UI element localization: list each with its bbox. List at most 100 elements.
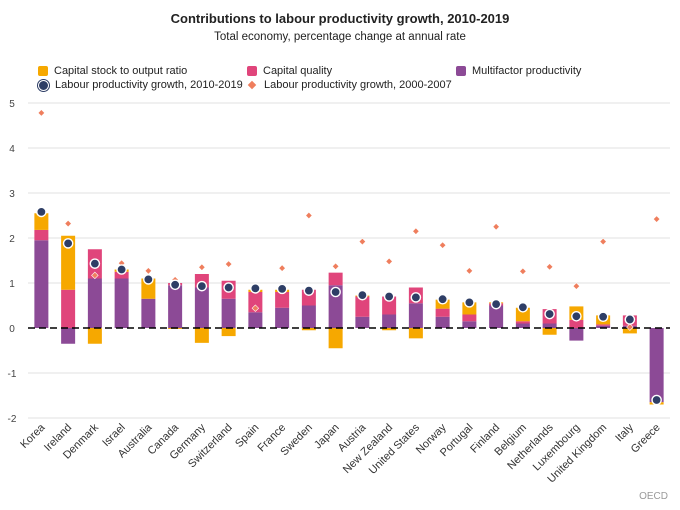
bar-multifactor: [542, 323, 557, 328]
y-tick-label: -2: [8, 414, 17, 425]
bar-capital-quality: [34, 229, 49, 241]
bar-capital-stock: [34, 213, 49, 230]
marker-lp-2010-2019: [410, 292, 422, 303]
marker-lp-2010-2019: [624, 314, 636, 325]
bar-multifactor: [408, 303, 423, 328]
y-tick-label: 3: [9, 189, 15, 200]
y-tick-label: 1: [9, 279, 15, 290]
legend-lp-2010-marker: [38, 79, 49, 91]
bar-capital-quality: [435, 308, 450, 317]
marker-lp-2000-2007: [519, 267, 527, 276]
marker-lp-2010-2019: [116, 264, 127, 275]
marker-lp-2000-2007: [492, 223, 500, 231]
marker-lp-2000-2007: [331, 262, 340, 271]
bar-capital-quality: [569, 319, 584, 328]
marker-lp-2000-2007: [144, 267, 153, 275]
bar-multifactor: [462, 321, 477, 328]
legend-lp-2000: Labour productivity growth, 2000-2007: [247, 79, 452, 91]
marker-lp-2000-2007: [358, 237, 367, 246]
bar-multifactor: [435, 316, 450, 328]
marker-lp-2010-2019: [597, 311, 609, 323]
bar-capital-quality: [61, 289, 76, 328]
bar-capital-stock: [382, 328, 397, 331]
bar-capital-stock: [141, 278, 156, 299]
legend-multifactor-label: Multifactor productivity: [472, 65, 582, 77]
legend-multifactor: Multifactor productivity: [456, 65, 581, 77]
bar-capital-stock: [301, 328, 316, 331]
bar-capital-quality: [328, 272, 343, 286]
marker-lp-2010-2019: [357, 289, 368, 301]
legend-capital-quality-label: Capital quality: [263, 65, 333, 77]
legend-capital-stock: Capital stock to output ratio: [38, 65, 187, 77]
legend-capital-stock-label: Capital stock to output ratio: [54, 65, 188, 77]
bar-multifactor: [34, 240, 49, 328]
marker-lp-2010-2019: [143, 274, 154, 285]
bar-multifactor: [515, 323, 530, 328]
marker-lp-2010-2019: [303, 285, 315, 296]
bar-multifactor: [489, 305, 504, 328]
marker-lp-2010-2019: [36, 206, 47, 218]
bar-capital-stock: [542, 328, 557, 335]
marker-lp-2000-2007: [599, 237, 607, 246]
bar-capital-quality: [382, 296, 397, 315]
marker-lp-2000-2007: [251, 304, 260, 312]
bar-multifactor: [248, 312, 263, 328]
bar-multifactor: [194, 287, 209, 328]
marker-lp-2010-2019: [437, 293, 448, 305]
bar-multifactor: [221, 298, 236, 328]
bar-multifactor: [649, 328, 664, 403]
marker-lp-2010-2019: [169, 279, 181, 291]
marker-lp-2010-2019: [571, 310, 582, 322]
y-tick-label: 0: [9, 324, 15, 335]
bar-multifactor: [301, 305, 316, 328]
bar-multifactor: [275, 307, 290, 328]
chart-title: Contributions to labour productivity gro…: [170, 11, 510, 26]
marker-lp-2000-2007: [412, 227, 420, 235]
bar-multifactor: [168, 285, 183, 328]
legend-lp-2010-label: Labour productivity growth, 2010-2019: [55, 79, 243, 91]
chart-subtitle: Total economy, percentage change at annu…: [214, 31, 466, 43]
bar-multifactor: [382, 314, 397, 328]
bar-capital-stock: [87, 328, 102, 344]
marker-lp-2000-2007: [91, 271, 99, 280]
legend-lp-2000-label: Labour productivity growth, 2000-2007: [264, 79, 452, 91]
marker-lp-2010-2019: [544, 308, 555, 320]
bar-multifactor: [596, 325, 611, 328]
marker-lp-2000-2007: [64, 219, 72, 228]
y-tick-label: -1: [8, 369, 17, 380]
bar-multifactor: [355, 316, 370, 328]
marker-lp-2010-2019: [196, 280, 208, 292]
legend-capital-stock-swatch: [38, 66, 48, 76]
marker-lp-2000-2007: [385, 257, 393, 266]
bar-capital-quality: [114, 271, 129, 279]
legend-lp-2010: Labour productivity growth, 2010-2019: [38, 79, 243, 91]
marker-lp-2010-2019: [383, 291, 395, 302]
bar-multifactor: [569, 328, 584, 341]
marker-lp-2010-2019: [89, 258, 101, 269]
marker-lp-2010-2019: [223, 282, 234, 293]
marker-lp-2000-2007: [278, 264, 286, 272]
y-tick-label: 4: [9, 144, 15, 155]
marker-lp-2010-2019: [651, 394, 662, 406]
bar-capital-stock: [61, 235, 76, 290]
bar-capital-quality: [275, 292, 290, 308]
bar-capital-stock: [408, 328, 423, 339]
marker-lp-2010-2019: [490, 298, 502, 310]
x-tick-label: Italy: [613, 421, 636, 444]
bar-capital-quality: [515, 321, 530, 324]
marker-lp-2010-2019: [517, 301, 529, 313]
marker-lp-2000-2007: [224, 260, 233, 268]
bar-capital-stock: [194, 328, 209, 343]
bar-capital-quality: [596, 324, 611, 326]
marker-lp-2000-2007: [465, 267, 474, 275]
marker-lp-2000-2007: [438, 241, 447, 249]
bar-multifactor: [141, 298, 156, 328]
marker-lp-2010-2019: [250, 283, 261, 294]
x-tick-label: Greece: [629, 422, 663, 456]
legend-capital-quality-swatch: [247, 66, 257, 76]
source-label: OECD: [639, 491, 668, 502]
bar-capital-quality: [248, 292, 263, 313]
marker-lp-2010-2019: [330, 286, 341, 298]
bar-multifactor: [61, 328, 76, 344]
